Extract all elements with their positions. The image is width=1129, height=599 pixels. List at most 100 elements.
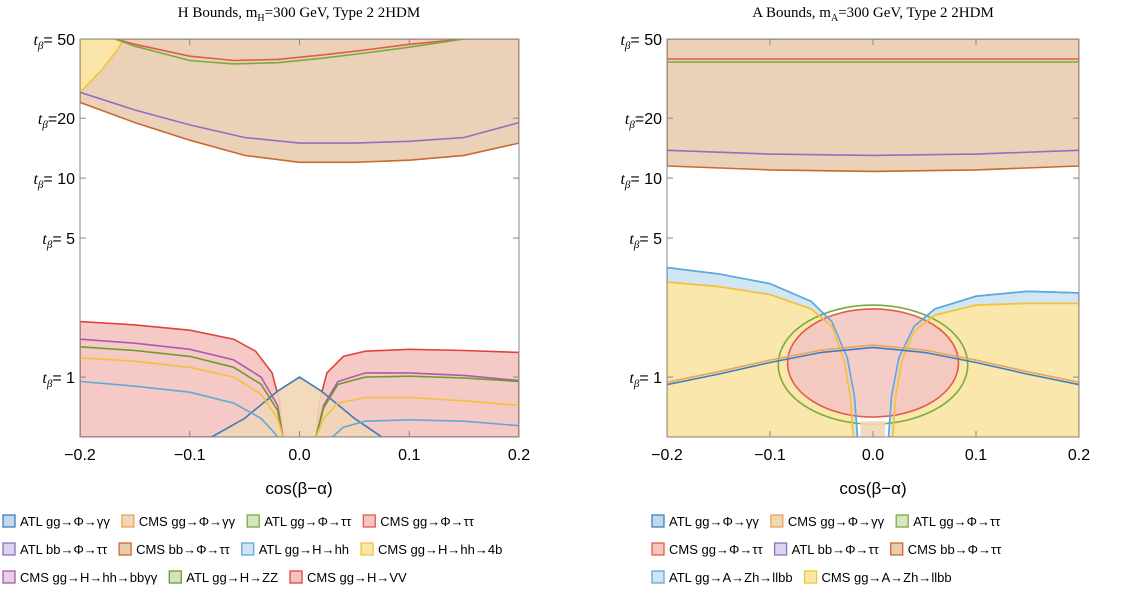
atl-bb-tautau-line xyxy=(667,149,1079,157)
legend-swatch xyxy=(895,514,909,528)
legend-swatch xyxy=(2,570,16,584)
left-chart-xtick-label: −0.2 xyxy=(64,447,96,464)
legend-swatch xyxy=(168,570,182,584)
legend-label: ATL gg→Φ→γγ xyxy=(20,514,110,529)
atl-bb-tautau-line xyxy=(80,91,519,144)
atl-gg-gamma-line xyxy=(667,346,1079,386)
atl-gg-gamma-peak-line xyxy=(211,376,383,437)
legend-label: CMS gg→H→VV xyxy=(307,570,407,585)
legend-item: CMS gg→H→VV xyxy=(289,570,407,585)
legend-item: CMS gg→Φ→ττ xyxy=(651,542,763,557)
cms-hh-bbgg-left-line xyxy=(80,338,284,437)
legend-item: CMS gg→Φ→γγ xyxy=(121,514,236,529)
left-chart-ytick-label: tβ= 10 xyxy=(33,171,75,191)
legend-swatch xyxy=(289,570,303,584)
legend-swatch xyxy=(2,514,16,528)
atl-zh-left-line xyxy=(667,266,859,437)
legend-swatch xyxy=(651,570,665,584)
legend-swatch xyxy=(118,542,132,556)
atl-zz-left-line xyxy=(80,346,284,437)
legend-label: CMS bb→Φ→ττ xyxy=(136,542,230,557)
cms-hh-bbgg-right-line xyxy=(315,372,519,437)
cms-hh-4b-left-line xyxy=(80,357,284,437)
legend-item: ATL gg→A→Zh→llbb xyxy=(651,570,793,585)
legend-swatch xyxy=(651,514,665,528)
legend-swatch xyxy=(770,514,784,528)
right-chart-axes: −0.2 −0.1 0.0 0.1 0.2 tβ= 50 tβ=20 tβ= 10 tβ= 5 t… xyxy=(620,32,1090,464)
atl-zz-right-line xyxy=(315,375,519,437)
left-chart-xtick-label: −0.1 xyxy=(174,447,206,464)
legend-item: ATL gg→Φ→γγ xyxy=(2,514,110,529)
legend-label: CMS gg→Φ→ττ xyxy=(669,542,763,557)
cms-bb-tautau-region xyxy=(80,39,519,164)
legend-item: CMS gg→Φ→γγ xyxy=(770,514,885,529)
left-chart-ytick-label: tβ=20 xyxy=(38,111,75,131)
legend-label: ATL gg→Φ→γγ xyxy=(669,514,759,529)
legend-swatch xyxy=(890,542,904,556)
left-chart-xtick-label: 0.1 xyxy=(398,447,420,464)
cms-vv-region-right xyxy=(315,348,519,437)
legend-swatch xyxy=(241,542,255,556)
legend-label: CMS gg→Φ→γγ xyxy=(139,514,236,529)
legend-label: CMS gg→Φ→γγ xyxy=(788,514,885,529)
legend-label: CMS gg→Φ→ττ xyxy=(380,514,474,529)
cms-zh-left-line xyxy=(667,281,855,437)
atl-hh-right-line xyxy=(331,418,519,437)
cms-zh-right-line xyxy=(891,302,1079,437)
right-chart-ytick-label: tβ=20 xyxy=(625,111,662,131)
legend-item: CMS gg→H→hh→bbγγ xyxy=(2,570,158,585)
right-chart-title: A Bounds, mA=300 GeV, Type 2 2HDM xyxy=(752,5,994,24)
legend-label: CMS gg→A→Zh→llbb xyxy=(822,570,952,585)
legend-item: ATL gg→Φ→ττ xyxy=(895,514,1001,529)
left-chart-xtick-label: 0.0 xyxy=(288,447,310,464)
atl-gg-tautau-line xyxy=(114,39,465,65)
legend-swatch xyxy=(773,542,788,556)
legend-item: ATL gg→Φ→γγ xyxy=(651,514,759,529)
left-chart-title: H Bounds, mH=300 GeV, Type 2 2HDM xyxy=(178,5,420,24)
right-chart-plot-area xyxy=(667,39,1079,437)
legend-label: ATL gg→H→ZZ xyxy=(186,570,278,585)
cms-hh-4b-right-line xyxy=(315,396,519,437)
legend-item: CMS bb→Φ→ττ xyxy=(118,542,231,557)
legend-item: ATL bb→Φ→ττ xyxy=(2,542,108,557)
left-chart-ytick-label: tβ= 1 xyxy=(42,370,75,390)
legend-label: CMS bb→Φ→ττ xyxy=(908,542,1002,557)
legend-item: ATL bb→Φ→ττ xyxy=(773,542,880,557)
right-chart-ytick-label: tβ= 5 xyxy=(629,231,662,251)
right-chart-xtick-label: 0.2 xyxy=(1068,447,1090,464)
left-chart-ytick-label: tβ= 5 xyxy=(42,231,75,251)
legend-swatch xyxy=(360,542,374,556)
right-chart-ytick-label: tβ= 50 xyxy=(620,32,662,52)
right-chart-ytick-label: tβ= 10 xyxy=(620,171,662,191)
legend-label: ATL bb→Φ→ττ xyxy=(792,542,880,557)
legend-item: ATL gg→Φ→ττ xyxy=(246,514,352,529)
legend-label: CMS gg→H→hh→bbγγ xyxy=(20,570,158,585)
left-chart-axes: −0.2 −0.1 0.0 0.1 0.2 tβ= 50 tβ=20 tβ= 10 tβ= 5 t… xyxy=(33,32,530,464)
left-chart-xtick-label: 0.2 xyxy=(508,447,530,464)
legend-item: ATL gg→H→ZZ xyxy=(168,570,278,585)
cms-gg-gamma-line xyxy=(667,344,1079,383)
cms-gg-tautau-line xyxy=(114,39,465,62)
legend-swatch xyxy=(651,542,665,556)
legend-item: ATL gg→H→hh xyxy=(241,542,349,557)
atl-hh-left-line xyxy=(80,380,279,437)
legend-label: CMS gg→H→hh→4b xyxy=(378,542,502,557)
right-chart-xtick-label: 0.1 xyxy=(965,447,987,464)
legend-swatch xyxy=(803,570,818,584)
legend-label: ATL gg→Φ→ττ xyxy=(913,514,1001,529)
right-chart-xtick-label: 0.0 xyxy=(862,447,884,464)
legend-item: CMS gg→A→Zh→llbb xyxy=(803,570,952,585)
cms-hh-4b-top-region xyxy=(80,39,125,94)
right-chart-xtick-label: −0.1 xyxy=(754,447,786,464)
legend-label: ATL gg→H→hh xyxy=(259,542,349,557)
legend-item: CMS bb→Φ→ττ xyxy=(890,542,1002,557)
legend-swatch xyxy=(362,514,376,528)
atl-zh-right-line xyxy=(887,290,1079,437)
right-chart-xtick-label: −0.2 xyxy=(651,447,683,464)
legend-swatch xyxy=(246,514,260,528)
left-chart-xlabel: cos(β−α) xyxy=(265,479,332,498)
right-chart-ytick-label: tβ= 1 xyxy=(629,370,662,390)
left-chart-legend: ATL gg→Φ→γγ CMS gg→Φ→γγ ATL gg→Φ→ττ CMS gg→… xyxy=(2,514,502,585)
legend-label: ATL gg→Φ→ττ xyxy=(264,514,352,529)
